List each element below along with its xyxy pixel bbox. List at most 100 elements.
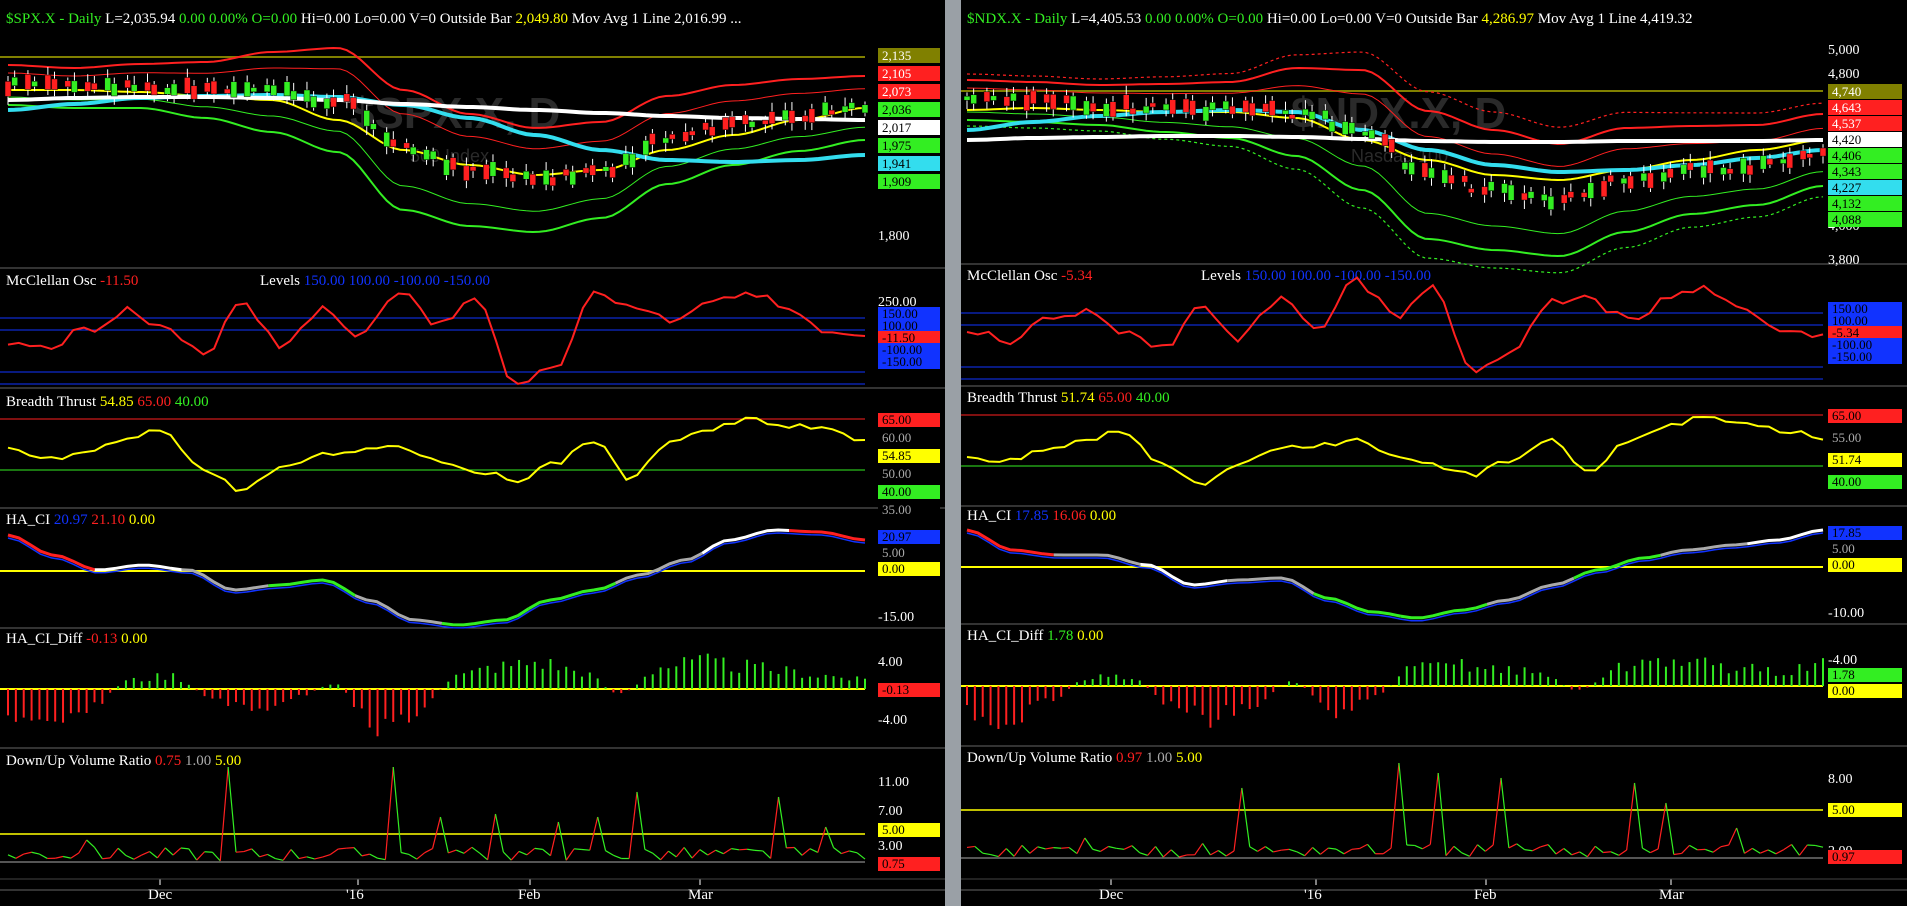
candle-body	[64, 80, 72, 88]
price-badge	[878, 138, 940, 153]
candle-body	[463, 165, 470, 181]
candle-body	[84, 81, 91, 92]
volume-segment	[102, 857, 111, 860]
price-badge-label: 2,036	[882, 102, 912, 117]
volume-segment	[15, 853, 25, 859]
volume-segment	[1265, 846, 1274, 853]
candle-body	[1328, 121, 1336, 132]
candle-body	[1083, 100, 1090, 116]
price-badge-label: 4,643	[1832, 100, 1861, 115]
mcclellan-badge-label: -100.00	[882, 342, 922, 357]
candle-body	[150, 84, 158, 96]
price-badge-label: 4,537	[1832, 116, 1862, 131]
volume-segment	[990, 853, 999, 858]
candle-body	[1103, 103, 1110, 117]
price-badge	[878, 102, 940, 117]
volume-segment	[1241, 787, 1251, 847]
breadth-badge-label: 51.74	[1832, 452, 1862, 467]
volume-segment	[408, 853, 418, 860]
volume-segment	[306, 856, 315, 860]
volume-segment	[565, 848, 575, 861]
volume-segment	[7, 854, 17, 859]
x-tick-label: Dec	[148, 887, 172, 903]
volume-segment	[400, 851, 410, 856]
volume-segment	[1516, 843, 1525, 851]
candle-body	[250, 87, 258, 93]
candle-body	[1448, 174, 1455, 184]
candle-body	[689, 130, 696, 136]
mcclellan-badge-label: -11.50	[882, 330, 915, 345]
volume-segment	[70, 852, 80, 859]
candle-body	[848, 102, 855, 110]
volume-segment	[731, 848, 740, 851]
candle-body	[423, 149, 430, 160]
candle-body	[1003, 96, 1011, 107]
volume-segment	[1296, 851, 1305, 857]
price-tick: 5,000	[1828, 43, 1860, 58]
volume-segment	[715, 849, 724, 855]
candle-body	[970, 94, 977, 104]
volume-segment	[1453, 845, 1463, 854]
candle-body	[184, 77, 191, 94]
volume-segment	[361, 853, 370, 857]
candle-body	[821, 102, 829, 116]
volume-segment	[754, 849, 763, 852]
candle-body	[1706, 159, 1714, 174]
volume-segment	[275, 857, 284, 861]
candle-body	[310, 96, 317, 108]
price-badge	[878, 66, 940, 81]
volume-segment	[1712, 846, 1722, 853]
volume-segment	[117, 847, 127, 856]
volume-segment	[1108, 845, 1117, 849]
ha-ci-diff-badge	[878, 683, 940, 697]
volume-segment	[589, 816, 599, 851]
candle-body	[1030, 90, 1037, 104]
candle-body	[1567, 191, 1575, 198]
candle-body	[303, 89, 311, 103]
mcclellan-badge	[1828, 338, 1902, 352]
ha-ci-badge	[878, 562, 940, 576]
volume-segment	[1571, 851, 1580, 856]
volume-segment	[628, 791, 638, 859]
volume-segment	[1618, 849, 1628, 856]
candle-body	[582, 167, 590, 174]
volume-segment	[1673, 852, 1682, 856]
volume-segment	[739, 848, 748, 851]
volume-segment	[557, 821, 567, 861]
volume-segment	[377, 857, 386, 861]
candle-body	[1547, 196, 1555, 210]
lower-band-2	[966, 119, 1824, 258]
ha-ci-badge	[1828, 526, 1902, 540]
candle-body	[1501, 183, 1508, 194]
candle-body	[443, 159, 450, 176]
volume-segment	[1657, 802, 1667, 850]
volume-segment	[86, 839, 95, 848]
candle-body	[983, 91, 991, 102]
candle-body	[1010, 93, 1017, 102]
volume-segment	[1194, 843, 1204, 856]
breadth-line	[966, 415, 1824, 486]
mcclellan-label: McClellan Osc -11.50	[6, 273, 138, 289]
candle-body	[1560, 194, 1568, 204]
price-badge	[1828, 196, 1902, 211]
mcclellan-badge-label: -150.00	[882, 354, 922, 369]
volume-segment	[1752, 847, 1761, 854]
volume-segment	[849, 850, 858, 854]
volume-segment	[974, 845, 984, 854]
candle-body	[569, 171, 576, 186]
ha-ci-diff-badge	[1828, 684, 1902, 698]
candle-body	[243, 81, 251, 97]
breadth-badge	[1828, 453, 1902, 467]
volume-segment	[392, 766, 402, 853]
candle-body	[1129, 108, 1137, 115]
x-tick-label: Dec	[1099, 887, 1123, 903]
volume-segment	[282, 849, 292, 861]
candle-body	[91, 82, 98, 90]
breadth-badge-label: 65.00	[1832, 408, 1861, 423]
volume-segment	[1178, 854, 1188, 858]
breadth-badge-label: 55.00	[1832, 430, 1861, 445]
candle-body	[649, 133, 656, 145]
candle-body	[788, 110, 796, 124]
candle-body	[963, 95, 971, 101]
volume-segment	[1469, 844, 1478, 857]
